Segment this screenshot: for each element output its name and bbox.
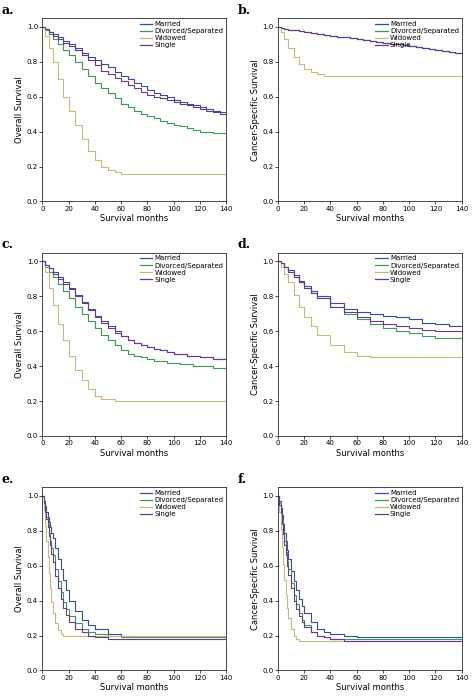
Text: a.: a.: [2, 3, 14, 17]
Text: e.: e.: [2, 473, 14, 486]
Text: b.: b.: [237, 3, 251, 17]
Legend: Married, Divorced/Separated, Widowed, Single: Married, Divorced/Separated, Widowed, Si…: [374, 20, 460, 50]
Legend: Married, Divorced/Separated, Widowed, Single: Married, Divorced/Separated, Widowed, Si…: [138, 254, 225, 284]
X-axis label: Survival months: Survival months: [336, 683, 404, 692]
Y-axis label: Overall Survival: Overall Survival: [15, 311, 24, 378]
Y-axis label: Cancer-Specific Survival: Cancer-Specific Survival: [251, 293, 260, 395]
X-axis label: Survival months: Survival months: [336, 214, 404, 223]
Text: f.: f.: [237, 473, 246, 486]
Y-axis label: Overall Survival: Overall Survival: [15, 545, 24, 612]
Legend: Married, Divorced/Separated, Widowed, Single: Married, Divorced/Separated, Widowed, Si…: [374, 489, 460, 519]
X-axis label: Survival months: Survival months: [100, 214, 168, 223]
Text: d.: d.: [237, 238, 251, 251]
X-axis label: Survival months: Survival months: [100, 683, 168, 692]
Text: c.: c.: [2, 238, 14, 251]
X-axis label: Survival months: Survival months: [336, 449, 404, 458]
Legend: Married, Divorced/Separated, Widowed, Single: Married, Divorced/Separated, Widowed, Si…: [374, 254, 460, 284]
X-axis label: Survival months: Survival months: [100, 449, 168, 458]
Y-axis label: Overall Survival: Overall Survival: [15, 76, 24, 143]
Legend: Married, Divorced/Separated, Widowed, Single: Married, Divorced/Separated, Widowed, Si…: [138, 20, 225, 50]
Y-axis label: Cancer-Specific Survival: Cancer-Specific Survival: [251, 528, 260, 630]
Y-axis label: Cancer-Specific Survival: Cancer-Specific Survival: [251, 59, 260, 161]
Legend: Married, Divorced/Separated, Widowed, Single: Married, Divorced/Separated, Widowed, Si…: [138, 489, 225, 519]
